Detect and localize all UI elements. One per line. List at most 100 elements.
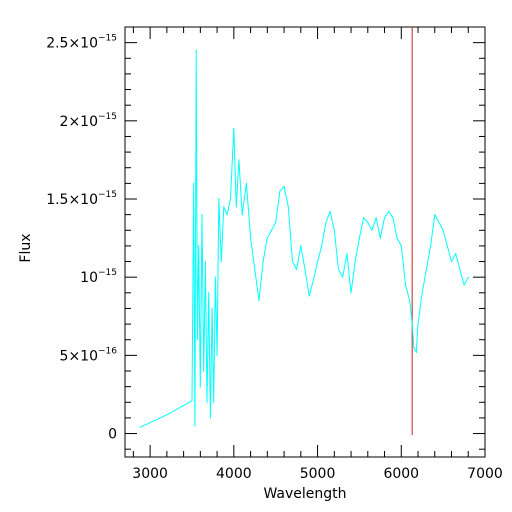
spectrum-point [388, 210, 390, 213]
spectrum-point [358, 237, 361, 239]
spectrum-point [213, 401, 215, 403]
spectrum-point [434, 214, 436, 216]
spectrum-point [139, 426, 141, 428]
spectrum-point [206, 401, 208, 403]
y-tick-base: 2.5×10 [46, 36, 98, 52]
y-tick-base: 2×10 [60, 114, 98, 130]
spectrum-point [459, 268, 461, 270]
spectrum-point [329, 210, 331, 213]
spectrum-point [287, 206, 289, 208]
spectrum-point [429, 245, 432, 247]
spectrum-point [354, 260, 356, 263]
spectrum-point [262, 260, 264, 263]
spectrum-point [191, 400, 193, 402]
spectrum-point [275, 221, 277, 224]
spectrum-point [325, 221, 327, 224]
spectrum-point [371, 229, 373, 231]
spectrum-point [442, 229, 444, 231]
spectrum-point [404, 284, 407, 286]
spectrum-point [321, 245, 323, 247]
spectrum-point [216, 354, 218, 356]
spectrum-point [346, 253, 348, 255]
spectrum-point [195, 49, 197, 52]
spectrum-point [203, 370, 205, 372]
spectrum-point [363, 217, 365, 219]
y-tick-base: 0 [108, 427, 117, 443]
spectrum-point [415, 351, 417, 353]
spectrum-point [342, 276, 344, 278]
spectrum-point [296, 268, 298, 270]
y-tick-exponent: −15 [98, 34, 117, 44]
spectrum-point [463, 284, 465, 286]
spectrum-point [291, 260, 294, 263]
spectrum-point [196, 339, 199, 341]
x-tick-label: 7000 [467, 466, 503, 482]
spectrum-point [249, 237, 252, 239]
spectrum-point [312, 279, 314, 281]
x-tick-label: 4000 [216, 466, 252, 482]
y-tick-exponent: −15 [98, 112, 117, 122]
spectrum-point [233, 128, 235, 130]
spectrum-point [238, 159, 240, 161]
y-tick-label: 2×10−15 [60, 112, 117, 130]
spectrum-point [392, 217, 394, 219]
spectrum-point [198, 245, 200, 247]
spectrum-point [279, 190, 281, 192]
spectrum-point [383, 217, 386, 219]
spectrum-point [209, 417, 211, 419]
spectrum-point [270, 229, 273, 231]
spectrum-point [283, 185, 285, 188]
y-tick-label: 10−15 [80, 268, 117, 286]
x-tick-label: 3000 [132, 466, 168, 482]
spectrum-point [308, 295, 310, 297]
spectrum-point [235, 206, 237, 208]
spectrum-point [193, 182, 195, 184]
spectrum-point [300, 245, 302, 247]
spectrum-point [375, 217, 377, 219]
spectrum-point [421, 292, 423, 294]
spectrum-point [337, 268, 340, 270]
spectrum-point [220, 260, 222, 263]
series-layer [139, 27, 469, 435]
spectrum-point [438, 221, 440, 224]
spectrum-point [450, 260, 453, 263]
x-axis-title: Wavelength [263, 486, 346, 502]
spectrum-point [208, 292, 210, 294]
spectrum-point [229, 198, 232, 200]
spectrum-point [214, 276, 217, 278]
ticks-layer: 3000 4000 5000 6000 700005×10−1610−151.5×10−… [46, 27, 503, 482]
spectrum-series-line [139, 50, 469, 428]
y-tick-label: 2.5×10−15 [46, 34, 117, 52]
spectrum-point [204, 260, 206, 263]
y-tick-base: 5×10 [60, 348, 98, 364]
x-tick-label: 5000 [300, 466, 336, 482]
spectrum-point [304, 268, 306, 270]
spectrum-point [417, 323, 419, 325]
x-tick-label: 6000 [383, 466, 419, 482]
y-tick-exponent: −16 [98, 346, 117, 356]
y-axis-title: Flux [18, 233, 34, 262]
spectrum-point [411, 323, 413, 325]
spectrum-point [226, 214, 228, 216]
y-tick-exponent: −15 [98, 268, 117, 278]
spectrum-point [201, 214, 203, 216]
spectrum-point [316, 260, 319, 263]
spectrum-point [409, 300, 411, 302]
spectrum-point [379, 237, 381, 239]
spectrum-point [241, 214, 243, 216]
spectrum-point [455, 253, 457, 255]
y-tick-label: 5×10−16 [60, 346, 118, 364]
spectrum-point [467, 276, 469, 278]
spectrum-point [446, 245, 448, 247]
spectrum-point [211, 307, 213, 310]
spectrum-point [223, 206, 225, 208]
spectrum-point [396, 237, 398, 239]
y-tick-label: 0 [108, 427, 117, 443]
spectrum-point [400, 245, 402, 247]
y-tick-base: 10 [80, 270, 98, 286]
spectrum-point [218, 198, 220, 200]
spectrum-point [245, 182, 247, 184]
spectrum-point [199, 386, 201, 388]
spectrum-point [254, 268, 256, 270]
